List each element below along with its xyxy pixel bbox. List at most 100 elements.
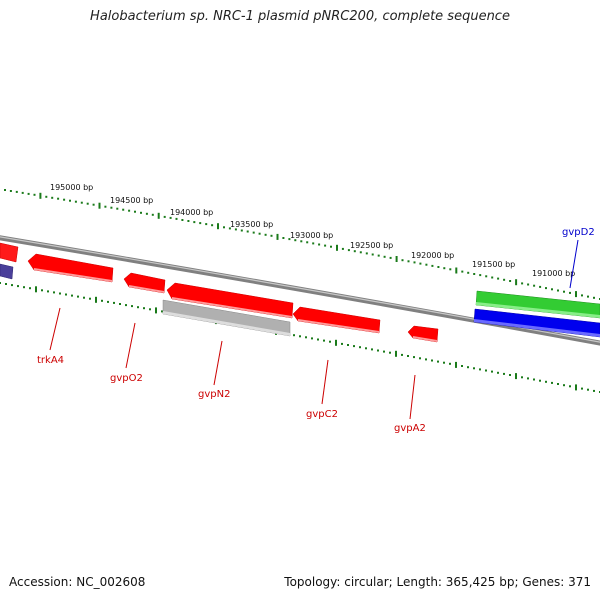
scale-label: 192500 bp	[350, 241, 393, 250]
leader-line-gvpO2	[125, 322, 136, 369]
minor-tick	[593, 296, 595, 299]
minor-tick	[299, 335, 301, 338]
minor-tick	[17, 285, 19, 288]
minor-tick	[27, 192, 30, 195]
minor-tick	[169, 216, 172, 219]
gene-arrow-gvpO2[interactable]	[123, 272, 166, 294]
minor-tick	[101, 299, 103, 302]
major-tick	[336, 244, 338, 251]
gene-arrow-gvpO2-shade	[129, 285, 164, 293]
minor-tick	[317, 338, 319, 341]
minor-tick	[223, 226, 225, 229]
gene-label-trkA4[interactable]: trkA4	[37, 355, 64, 366]
minor-tick	[47, 290, 49, 293]
minor-tick	[92, 203, 95, 206]
backbone-outer	[0, 235, 600, 346]
minor-tick	[587, 388, 589, 391]
gene-arrow-gvpD2[interactable]	[475, 290, 600, 319]
gene-arrow-gvpN2-shade	[172, 297, 292, 318]
minor-tick	[569, 291, 571, 294]
minor-tick	[57, 197, 60, 200]
scale-label: 194500 bp	[110, 196, 153, 205]
gene-arrow-red-left-edge[interactable]	[0, 242, 19, 263]
minor-tick	[377, 254, 380, 257]
minor-tick	[359, 346, 361, 349]
minor-tick	[389, 351, 391, 354]
minor-tick	[149, 308, 151, 311]
minor-tick	[41, 289, 43, 292]
minor-tick	[77, 295, 79, 298]
minor-tick	[581, 294, 583, 297]
minor-tick	[65, 293, 67, 296]
lower-tick-track	[0, 282, 600, 393]
leader-line-gvpD2	[569, 239, 579, 289]
gene-arrow-gvpA2-shade	[413, 336, 437, 342]
minor-tick	[593, 389, 595, 392]
minor-tick	[258, 232, 261, 235]
gene-arrow-blue-forward[interactable]	[473, 308, 600, 338]
scale-label: 191500 bp	[472, 260, 515, 269]
major-tick	[217, 223, 219, 230]
minor-tick	[503, 372, 505, 375]
minor-tick	[45, 195, 48, 198]
minor-tick	[425, 263, 428, 266]
gene-arrow-gvpN2-top[interactable]	[166, 282, 294, 319]
minor-tick	[461, 270, 464, 273]
major-tick	[35, 286, 37, 293]
minor-tick	[29, 287, 31, 290]
gene-label-gvpO2[interactable]: gvpO2	[110, 373, 143, 384]
minor-tick	[318, 243, 321, 246]
minor-tick	[122, 208, 125, 211]
minor-tick	[15, 190, 18, 193]
minor-tick	[521, 376, 523, 379]
gene-arrow-trkA4[interactable]	[27, 253, 114, 283]
gene-arrow-purple-left-edge[interactable]	[0, 263, 14, 280]
minor-tick	[151, 213, 154, 216]
minor-tick	[539, 285, 542, 288]
topology-summary: Topology: circular; Length: 365,425 bp; …	[284, 575, 591, 589]
gene-label-gvpD2[interactable]: gvpD2	[562, 227, 595, 238]
gene-label-gvpA2[interactable]: gvpA2	[394, 423, 426, 434]
minor-tick	[551, 381, 553, 384]
gene-label-gvpC2[interactable]: gvpC2	[306, 409, 338, 420]
minor-tick	[246, 230, 249, 233]
minor-tick	[503, 278, 506, 281]
minor-tick	[329, 340, 331, 343]
minor-tick	[187, 220, 190, 222]
major-tick	[395, 350, 397, 357]
gene-label-gvpN2[interactable]: gvpN2	[198, 389, 230, 400]
minor-tick	[205, 223, 208, 226]
major-tick	[155, 307, 157, 314]
gene-labels: trkA4 gvpO2 gvpN2 gvpC2 gvpA2 gvpD2	[37, 227, 595, 434]
minor-tick	[341, 247, 344, 250]
minor-tick	[419, 262, 422, 265]
minor-tick	[113, 301, 115, 304]
accession-text: Accession: NC_002608	[9, 575, 146, 589]
gene-arrow-gvpN2-gray-shade	[163, 311, 290, 336]
minor-tick	[53, 291, 55, 294]
minor-tick	[324, 244, 327, 247]
gene-arrow-gvpD2-shade	[476, 302, 600, 318]
scale-label: 195000 bp	[50, 183, 93, 192]
minor-tick	[443, 361, 445, 364]
major-tick	[455, 267, 458, 274]
minor-tick	[383, 350, 385, 353]
minor-tick	[69, 199, 71, 202]
minor-tick	[89, 297, 91, 300]
minor-tick	[312, 242, 315, 245]
minor-tick	[539, 379, 541, 382]
gene-arrow-gvpC2[interactable]	[292, 306, 381, 334]
minor-tick	[311, 337, 313, 340]
minor-tick	[353, 345, 355, 348]
minor-tick	[175, 217, 178, 220]
minor-tick	[211, 224, 214, 227]
minor-tick	[563, 384, 565, 387]
minor-tick	[83, 296, 85, 299]
minor-tick	[521, 282, 524, 285]
scale-label: 191000 bp	[532, 269, 575, 278]
minor-tick	[23, 286, 25, 289]
scale-label: 194000 bp	[170, 208, 213, 217]
major-tick	[276, 233, 279, 240]
minor-tick	[59, 292, 61, 295]
minor-tick	[485, 369, 487, 372]
